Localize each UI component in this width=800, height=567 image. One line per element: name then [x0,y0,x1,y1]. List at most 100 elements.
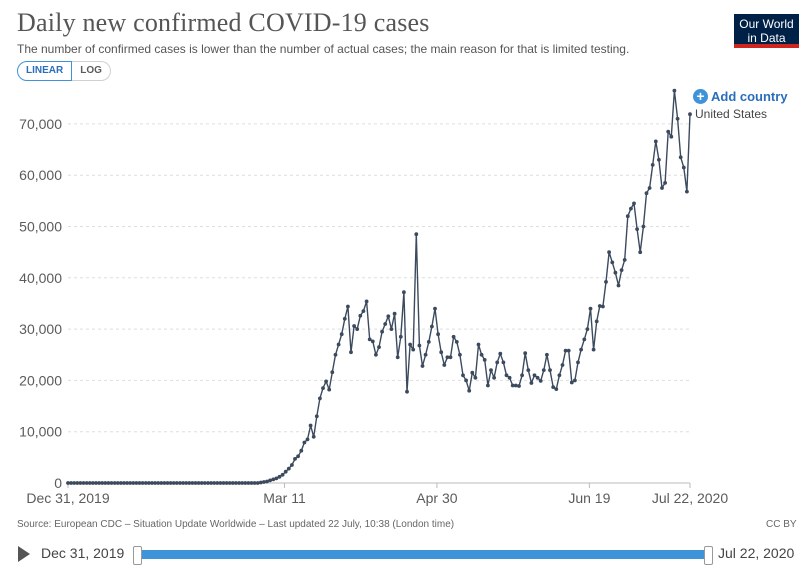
data-point [458,352,462,357]
data-point [215,481,220,485]
data-point [246,481,251,485]
data-point [436,332,440,337]
license-link[interactable]: CC BY [766,519,797,530]
data-point [520,373,524,378]
data-point [678,155,683,160]
data-point [308,423,313,428]
data-point [346,304,350,309]
data-point [417,343,422,348]
data-point [622,258,627,262]
data-point [147,481,151,485]
data-point [554,387,559,391]
data-point [274,476,279,481]
data-point [305,437,310,442]
data-point [125,481,129,485]
data-point [501,360,506,365]
data-point [187,481,192,485]
data-point [190,481,195,485]
data-point [569,380,574,385]
data-point [302,440,307,445]
play-icon[interactable] [18,546,30,562]
data-point [638,250,643,255]
data-point [402,290,406,295]
timeline-end-label: Jul 22, 2020 [718,545,795,561]
data-point [355,327,360,331]
timeline-start-handle[interactable] [133,546,142,565]
data-point [221,481,226,485]
data-point [601,304,605,309]
chart-subtitle: The number of confirmed cases is lower t… [17,42,630,56]
data-point [112,481,117,485]
data-point [430,324,434,329]
data-point [374,352,378,357]
data-point [181,481,186,485]
data-point [87,481,92,485]
data-point [314,414,319,419]
data-point [473,375,478,380]
linear-scale-button[interactable]: LINEAR [17,61,73,81]
data-point [560,363,565,367]
data-point [675,116,680,121]
data-point [563,348,568,353]
data-point [573,378,577,383]
data-point [283,469,288,474]
data-point [265,479,269,484]
data-point [196,481,201,485]
line-chart: 0 10,000 20,000 30,000 40,000 50,000 60,000 70,… [19,88,767,506]
data-point [84,481,89,485]
data-point [545,352,549,357]
add-country-button[interactable]: + Add country [693,89,788,104]
data-point [476,342,481,347]
data-point [243,481,248,485]
data-point [227,481,232,485]
x-tick-label: Dec 31, 2019 [26,490,109,506]
data-point [271,477,276,482]
data-point [585,327,590,331]
data-point [635,227,639,232]
log-scale-button[interactable]: LOG [72,61,111,81]
owid-logo[interactable]: Our World in Data [734,14,799,48]
data-point [103,481,108,485]
data-point [479,352,484,357]
data-point [230,481,235,485]
data-point [78,481,83,485]
timeline-end-handle[interactable] [704,546,713,565]
data-point [582,337,587,342]
data-point [461,373,465,378]
scale-toggle: LINEAR LOG [17,61,111,81]
data-point [140,481,145,485]
data-point [277,474,282,479]
data-point [588,306,593,311]
data-point [311,434,316,439]
data-point [647,186,652,190]
data-point [128,481,133,485]
data-point [333,352,338,357]
data-point [526,368,531,372]
data-point [377,345,381,349]
data-point [249,481,254,485]
data-point [234,481,238,485]
data-point [625,214,630,219]
data-point [482,358,487,362]
data-point [389,327,394,331]
y-tick-label: 30,000 [19,321,62,337]
data-point [517,384,521,388]
data-point [498,351,503,356]
x-tick-label: Jun 19 [568,490,610,506]
data-point [258,480,263,485]
data-point [386,314,391,319]
y-tick-label: 40,000 [19,270,62,286]
data-point [423,352,428,357]
data-point [81,481,86,485]
data-point [688,112,692,117]
data-point [513,383,518,388]
timeline-track[interactable] [137,550,709,559]
data-point [352,324,356,328]
chart-title: Daily new confirmed COVID-19 cases [17,8,430,37]
data-point [339,332,344,337]
data-point [171,481,176,485]
data-point [202,481,207,485]
data-point [395,355,400,360]
data-point [159,481,164,485]
data-point [632,201,636,206]
